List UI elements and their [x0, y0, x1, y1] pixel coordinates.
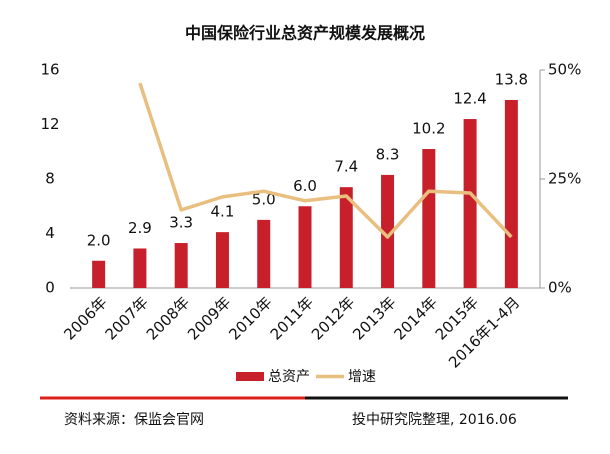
- y2-tick-label: 0%: [548, 279, 572, 297]
- value-label: 10.2: [412, 120, 445, 138]
- x-tick-label: 2006年: [60, 293, 110, 343]
- x-tick-label: 2011年: [267, 293, 317, 343]
- source: 资料来源：保监会官网: [64, 412, 204, 428]
- bar: [422, 149, 436, 288]
- bar: [133, 248, 147, 288]
- bar: [174, 243, 188, 288]
- bar: [381, 174, 395, 288]
- bar: [298, 206, 312, 288]
- bar: [257, 219, 271, 288]
- x-tick-label: 2008年: [143, 293, 193, 343]
- x-tick-label: 2012年: [308, 293, 358, 343]
- legend-swatch: [236, 372, 264, 381]
- chart-title: 中国保险行业总资产规模发展概况: [185, 24, 425, 43]
- value-label: 2.9: [128, 219, 152, 237]
- line: [138, 82, 513, 239]
- value-label: 12.4: [453, 90, 486, 108]
- value-label: 5.0: [252, 190, 276, 208]
- y-tick-label: 4: [45, 224, 55, 242]
- bar: [339, 187, 353, 288]
- x-tick-label: 2009年: [184, 293, 234, 343]
- bar: [92, 260, 106, 288]
- bar: [463, 119, 477, 288]
- legend-label: 增速: [348, 369, 376, 385]
- x-tick-label: 2013年: [349, 293, 399, 343]
- value-label: 8.3: [376, 145, 400, 163]
- legend-label: 总资产: [268, 369, 310, 385]
- value-label: 13.8: [495, 70, 528, 88]
- value-label: 4.1: [211, 203, 235, 221]
- value-label: 6.0: [293, 177, 317, 195]
- note: 投中研究院整理, 2016.06: [352, 412, 517, 428]
- y-tick-label: 8: [45, 170, 55, 188]
- y-tick-label: 12: [40, 115, 59, 133]
- value-label: 3.3: [169, 214, 193, 232]
- y2-tick-label: 50%: [548, 61, 581, 79]
- y-tick-label: 16: [40, 61, 59, 79]
- y-tick-label: 0: [45, 279, 55, 297]
- x-tick-label: 2014年: [390, 293, 440, 343]
- x-tick-label: 2010年: [225, 293, 275, 343]
- value-label: 7.4: [334, 158, 358, 176]
- value-label: 2.0: [87, 231, 111, 249]
- x-tick-label: 2007年: [102, 293, 152, 343]
- y2-tick-label: 25%: [548, 170, 581, 188]
- bar: [215, 232, 229, 288]
- bar: [504, 99, 518, 288]
